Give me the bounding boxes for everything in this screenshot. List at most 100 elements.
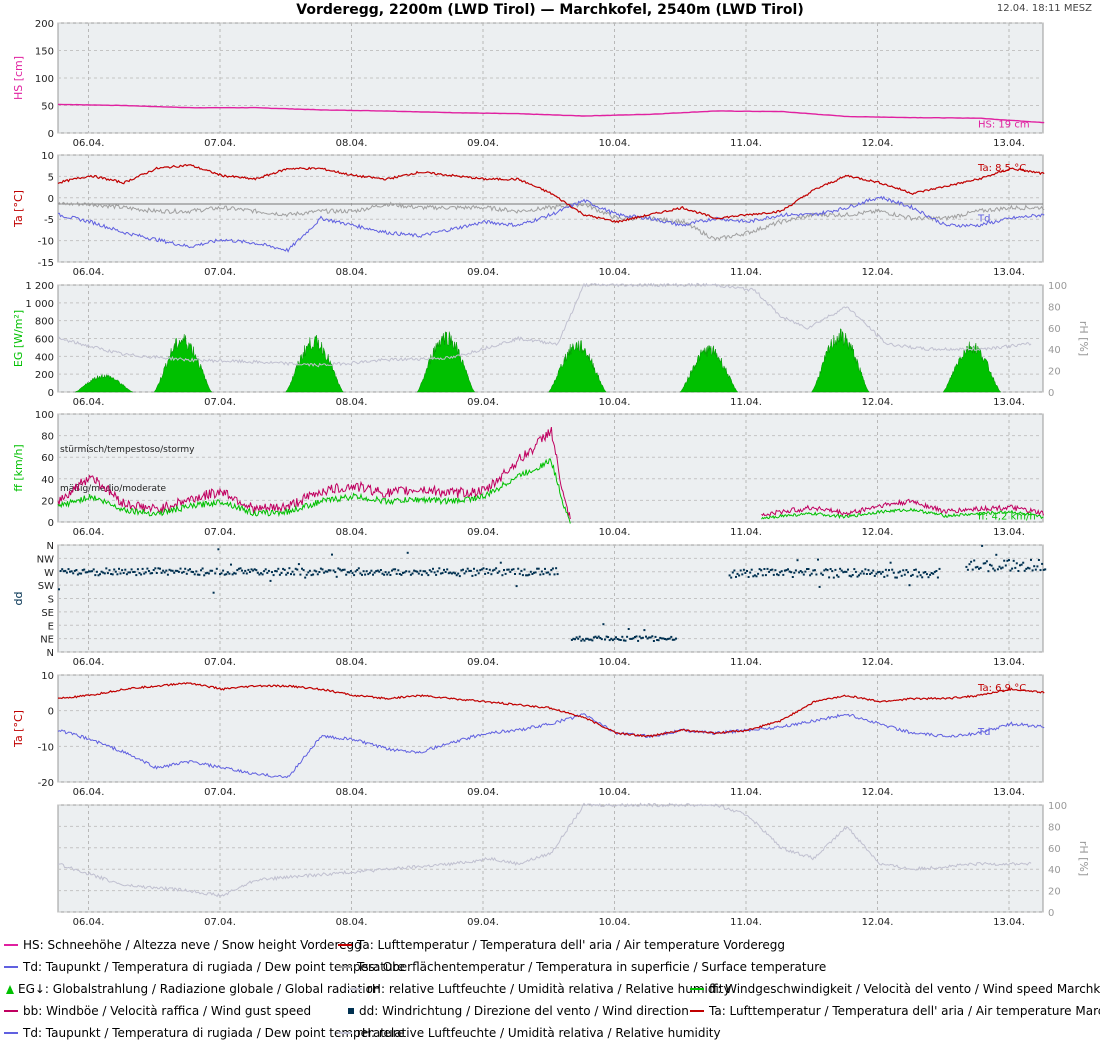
radiation-day-5 (679, 344, 739, 393)
dd-point (1041, 562, 1044, 565)
dd-point (264, 568, 267, 571)
dd-point (919, 574, 922, 577)
dd-point (832, 576, 835, 579)
dd-point (537, 567, 540, 570)
dd-point (446, 568, 449, 571)
panel-2-xtick-label: 07.04. (204, 397, 236, 408)
legend-label: rH: relative Luftfeuchte / Umidità relat… (357, 1026, 721, 1040)
dd-point (473, 567, 475, 570)
dd-point (88, 570, 90, 573)
panel-4-ytick-label: NE (40, 635, 54, 646)
dd-point (130, 568, 133, 571)
dd-point (261, 573, 264, 576)
dd-point (157, 567, 160, 570)
dd-point (315, 570, 318, 573)
dd-point (981, 544, 984, 547)
td-marchkofel-value-label: Td (977, 727, 990, 738)
panel-0-ytick-label: 50 (41, 102, 54, 113)
dd-point (454, 572, 457, 575)
dd-point (476, 569, 479, 572)
dd-point (438, 567, 441, 570)
panel-5-ytick-label: -20 (38, 778, 54, 789)
dd-point (201, 567, 204, 570)
dd-point (488, 568, 491, 571)
dd-point (648, 636, 651, 639)
dd-point (230, 563, 232, 566)
dd-point (97, 574, 100, 577)
dd-point (387, 571, 390, 574)
panel-5-ytick-label: -10 (38, 742, 54, 753)
panel-2-ytick-label: 0 (48, 388, 54, 399)
panel-1-xtick-label: 13.04. (993, 267, 1025, 278)
panel-1-xtick-label: 07.04. (204, 267, 236, 278)
panel-0-xtick-label: 12.04. (862, 138, 894, 149)
dd-point (258, 573, 261, 576)
dd-point (65, 571, 68, 574)
panel-5-xtick-label: 11.04. (730, 787, 762, 798)
dd-point (987, 570, 990, 573)
legend-item: Td: Taupunkt / Temperatura di rugiada / … (4, 1026, 405, 1040)
dd-point (89, 570, 92, 573)
dd-point (640, 637, 643, 640)
dd-point (316, 573, 319, 576)
dd-point (850, 575, 853, 578)
dd-point (872, 569, 875, 572)
dd-point (630, 637, 633, 640)
dd-point (253, 568, 256, 571)
timestamp: 12.04. 18:11 MESZ (996, 3, 1092, 14)
dd-point (616, 638, 619, 640)
dd-point (342, 568, 344, 571)
dd-point (217, 548, 220, 551)
dd-point (286, 572, 289, 574)
dd-point (427, 574, 430, 577)
dd-point (802, 573, 805, 576)
dd-point (596, 636, 599, 639)
dd-point (764, 574, 767, 577)
dd-point (185, 572, 188, 575)
dd-point (110, 573, 113, 575)
dd-point (791, 576, 794, 578)
panel-2-ytick-label: 200 (35, 370, 54, 381)
dd-point (1044, 568, 1047, 571)
dd-point (985, 560, 988, 563)
dd-point (179, 567, 182, 570)
dd-point (829, 568, 832, 570)
dd-point (831, 570, 834, 573)
dd-point (223, 573, 226, 576)
dd-point (165, 569, 168, 572)
ta-line-marchkofel (58, 682, 1045, 738)
dd-point (638, 635, 641, 638)
dd-point (578, 635, 581, 638)
dd-point (81, 569, 84, 572)
dd-point (397, 569, 400, 572)
panel-0-xtick-label: 09.04. (467, 138, 499, 149)
dd-point (444, 571, 447, 573)
dd-point (1006, 559, 1009, 562)
dd-point (512, 568, 515, 571)
dd-point (851, 574, 854, 576)
dd-point (624, 639, 627, 642)
dd-point (319, 567, 322, 570)
dd-point (293, 573, 296, 576)
dd-point (927, 576, 930, 579)
panel-6-xtick-label: 07.04. (204, 917, 236, 928)
dd-point (643, 629, 646, 632)
dd-point (514, 573, 516, 575)
dd-point (645, 635, 647, 638)
dd-point (383, 573, 386, 576)
panel-4-ytick-label: N (47, 648, 54, 659)
legend-label: Tss: Oberflächentemperatur / Temperatura… (357, 960, 827, 974)
legend-item: EG↓: Globalstrahlung / Radiazione global… (4, 982, 381, 996)
dd-point (61, 568, 64, 571)
dd-point (162, 569, 165, 572)
panel-3-xtick-label: 10.04. (599, 527, 631, 538)
panel-5-xtick-label: 08.04. (336, 787, 368, 798)
dd-point (675, 637, 677, 640)
dd-point (779, 571, 782, 574)
dd-point (447, 572, 450, 575)
dd-point (744, 572, 747, 574)
dd-point (272, 574, 275, 577)
dd-point (72, 572, 75, 575)
dd-point (668, 637, 671, 640)
dd-point (618, 638, 621, 641)
